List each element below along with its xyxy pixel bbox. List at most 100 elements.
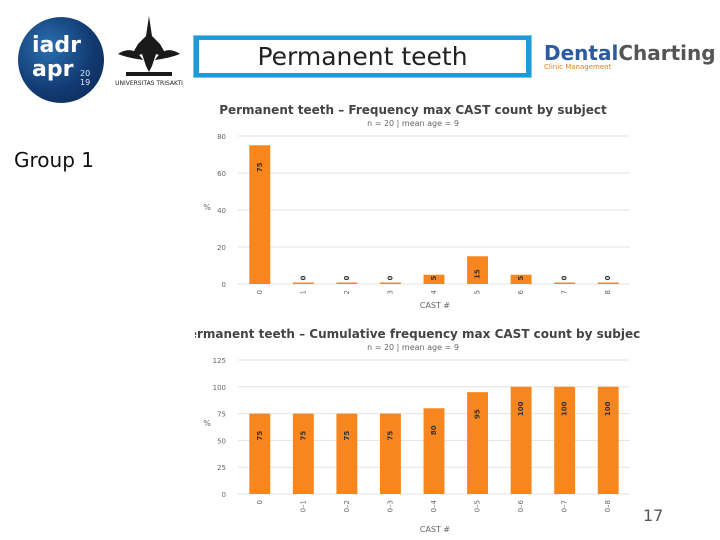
bar <box>597 386 619 494</box>
data-label: 75 <box>343 431 351 441</box>
chart1-ylabel: % <box>203 203 211 212</box>
cumulative-frequency-chart: Permanent teeth – Cumulative frequency m… <box>195 327 640 534</box>
y-tick-label: 125 <box>213 357 226 365</box>
frequency-chart: Permanent teeth – Frequency max CAST cou… <box>203 103 630 310</box>
x-tick-label: 0–4 <box>430 499 438 512</box>
bar <box>336 282 358 284</box>
data-label: 75 <box>256 431 264 441</box>
bar <box>510 274 532 284</box>
dental-charting-wordmark: DentalCharting <box>544 41 716 65</box>
x-tick-label: 2 <box>343 290 351 294</box>
x-tick-label: 0 <box>256 500 264 504</box>
chart2-title: Permanent teeth – Cumulative frequency m… <box>195 327 640 341</box>
x-tick-label: 0–3 <box>386 500 394 512</box>
chart1-data-labels: 75 0 0 0 5 15 5 0 0 <box>256 162 612 280</box>
chart2-subtitle: n = 20 | mean age = 9 <box>367 343 459 352</box>
data-label: 0 <box>343 275 351 280</box>
data-label: 100 <box>517 401 525 416</box>
y-tick-label: 20 <box>217 244 226 252</box>
data-label: 0 <box>386 275 394 280</box>
x-tick-label: 0–5 <box>474 500 482 512</box>
bar <box>249 145 271 284</box>
y-tick-label: 0 <box>222 491 226 499</box>
data-label: 100 <box>561 401 569 416</box>
x-tick-label: 0–6 <box>517 499 525 512</box>
bar <box>423 408 445 494</box>
y-tick-label: 40 <box>217 207 226 215</box>
apr-logo-text: apr <box>32 57 74 82</box>
data-label: 0 <box>561 275 569 280</box>
chart2-yticks: 0 25 50 75 100 125 <box>213 357 226 499</box>
bar <box>554 386 576 494</box>
bar <box>510 386 532 494</box>
trisakti-logo: UNIVERSITAS TRISAKTI <box>108 14 190 94</box>
slide-title-bar: Permanent teeth <box>193 35 532 78</box>
bar <box>597 282 619 284</box>
y-tick-label: 50 <box>217 437 226 445</box>
x-tick-label: 6 <box>517 289 525 294</box>
x-tick-label: 0–7 <box>561 500 569 512</box>
year-top: 20 <box>80 69 91 78</box>
year-bottom: 19 <box>80 78 91 87</box>
chart1-yticks: 0 20 40 60 80 <box>217 133 226 289</box>
data-label: 0 <box>299 275 307 280</box>
group-label: Group 1 <box>14 148 94 172</box>
dental-word: Dental <box>544 41 619 65</box>
data-label: 5 <box>517 275 525 280</box>
data-label: 0 <box>604 275 612 280</box>
x-tick-label: 4 <box>430 289 438 294</box>
y-tick-label: 80 <box>217 133 226 141</box>
data-label: 80 <box>430 425 438 435</box>
chart1-title: Permanent teeth – Frequency max CAST cou… <box>219 103 607 117</box>
iadr-apr-logo: iadr apr 20 19 <box>18 17 104 103</box>
x-tick-label: 0–1 <box>299 500 307 512</box>
data-label: 75 <box>299 431 307 441</box>
bar <box>467 256 489 284</box>
x-tick-label: 0–8 <box>604 500 612 512</box>
y-tick-label: 100 <box>213 384 226 392</box>
bar <box>467 392 489 494</box>
bar <box>423 274 445 284</box>
x-tick-label: 8 <box>604 290 612 294</box>
chart2-xticks: 0 0–1 0–2 0–3 0–4 0–5 0–6 0–7 0–8 <box>256 499 612 512</box>
data-label: 100 <box>604 401 612 416</box>
slide-title: Permanent teeth <box>257 42 468 71</box>
bar <box>292 282 314 284</box>
chart2-xlabel: CAST # <box>420 525 451 534</box>
dental-charting-logo: DentalCharting Clinic Management <box>544 41 716 73</box>
data-label: 75 <box>256 162 264 172</box>
dental-charting-sub: Clinic Management <box>544 63 612 71</box>
data-label: 75 <box>386 431 394 441</box>
x-tick-label: 5 <box>474 290 482 294</box>
bar <box>554 282 576 284</box>
bar <box>336 413 358 494</box>
trisakti-emblem-icon <box>118 16 180 76</box>
chart2-data-labels: 75 75 75 75 80 95 100 100 100 <box>256 401 612 440</box>
iadr-year: 20 19 <box>80 69 90 87</box>
chart1-subtitle: n = 20 | mean age = 9 <box>367 119 459 128</box>
chart1-xlabel: CAST # <box>420 301 451 310</box>
data-label: 15 <box>474 269 482 279</box>
x-tick-label: 0–2 <box>343 500 351 512</box>
x-tick-label: 0 <box>256 290 264 294</box>
x-tick-label: 3 <box>386 290 394 294</box>
data-label: 95 <box>474 409 482 419</box>
page-number: 17 <box>643 506 664 525</box>
x-tick-label: 1 <box>299 290 307 294</box>
y-tick-label: 75 <box>217 411 226 419</box>
bar <box>292 413 314 494</box>
charting-word: Charting <box>618 41 716 65</box>
chart1-xticks: 0 1 2 3 4 5 6 7 8 <box>256 289 612 294</box>
chart2-ylabel: % <box>203 419 211 428</box>
x-tick-label: 7 <box>561 290 569 294</box>
y-tick-label: 25 <box>217 464 226 472</box>
chart1-gridlines <box>238 135 630 285</box>
bar <box>379 413 401 494</box>
data-label: 5 <box>430 275 438 280</box>
y-tick-label: 60 <box>217 170 226 178</box>
bar <box>249 413 271 494</box>
university-name: UNIVERSITAS TRISAKTI <box>115 80 183 87</box>
bar <box>379 282 401 284</box>
slide-title-box: Permanent teeth <box>199 40 526 73</box>
chart1-bars <box>249 145 619 284</box>
